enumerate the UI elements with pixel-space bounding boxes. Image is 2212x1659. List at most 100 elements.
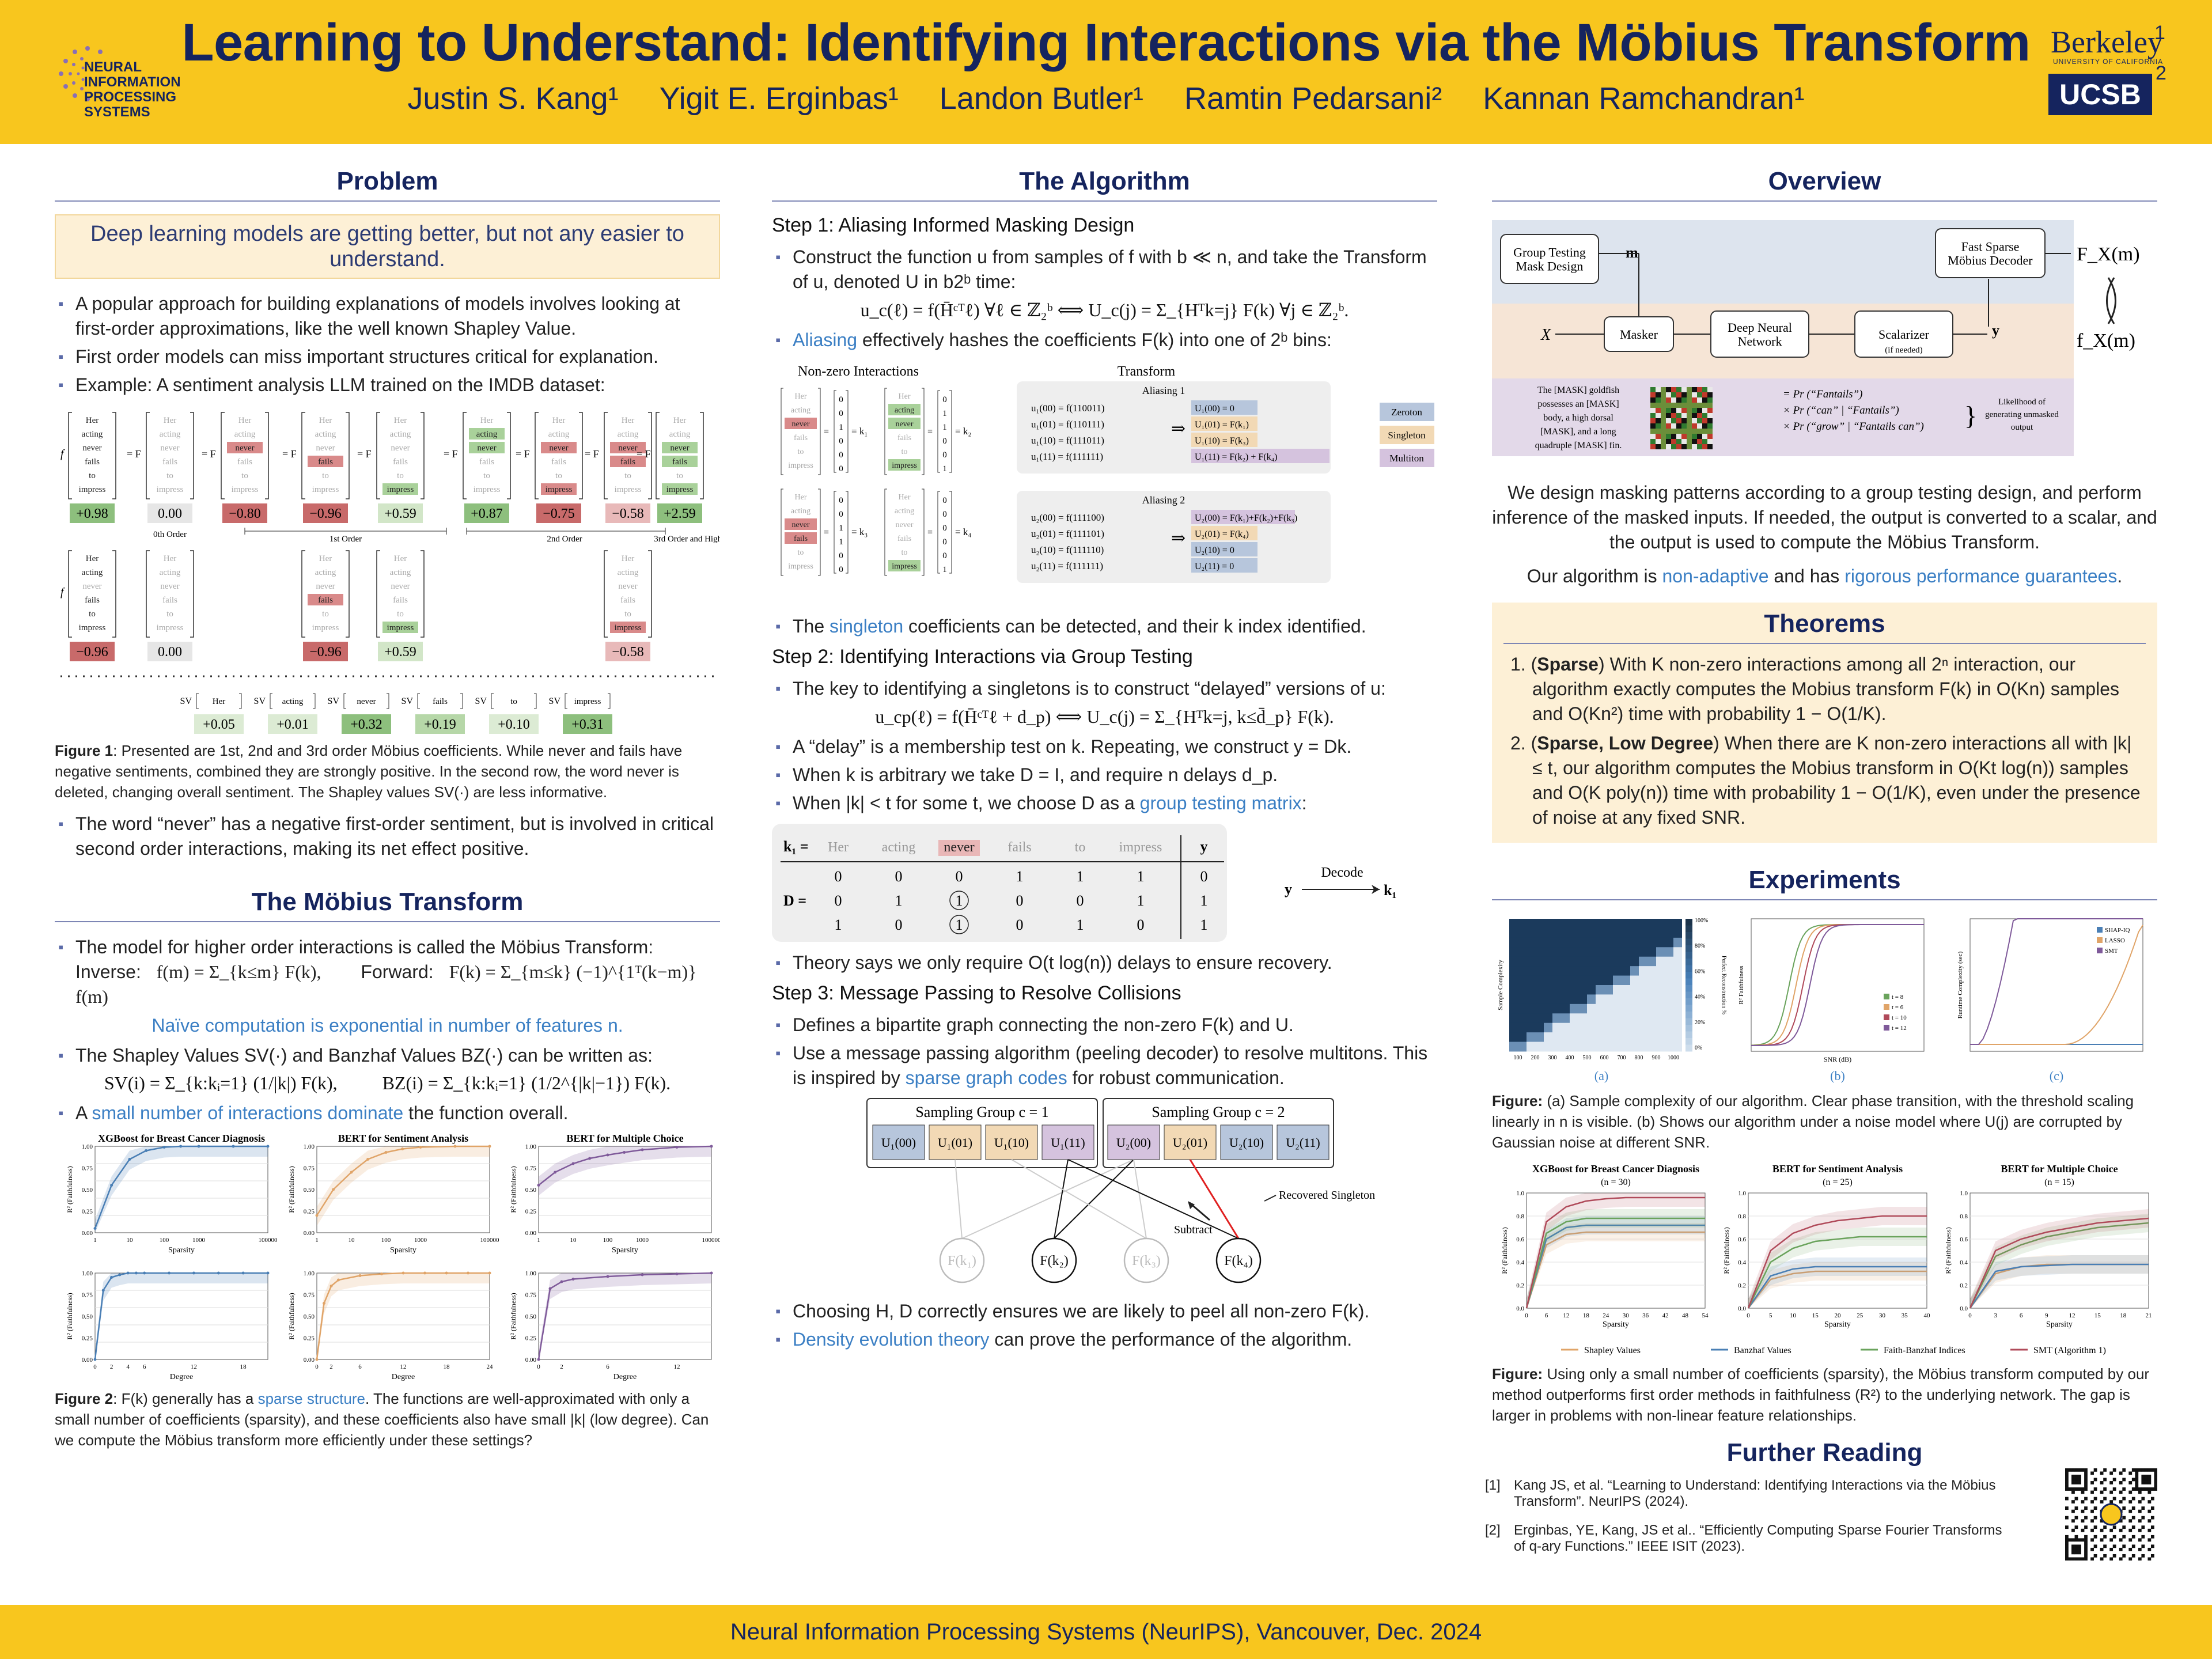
heatmap-cell xyxy=(1527,919,1535,929)
qr-module xyxy=(2084,1506,2088,1510)
subtract-label: Subtract xyxy=(1174,1224,1213,1236)
scalarizer-box-sublabel: (if needed) xyxy=(1885,346,1922,355)
heatmap-cell xyxy=(1665,994,1673,1005)
highlight-link: singleton xyxy=(830,616,904,637)
heatmap-cell xyxy=(1518,919,1527,929)
heatmap-cell xyxy=(1509,975,1518,986)
qr-module xyxy=(2090,1471,2094,1475)
chart-title: XGBoost for Breast Cancer Diagnosis xyxy=(98,1132,265,1144)
masked-image-pixel xyxy=(1692,418,1697,423)
axis-label: R² (Faithfulness) xyxy=(1501,1227,1509,1274)
inverse-label: Inverse: xyxy=(75,961,141,982)
masked-image-pixel xyxy=(1687,423,1692,429)
data-point xyxy=(145,1149,148,1152)
tick-label: 12 xyxy=(1563,1312,1569,1319)
heatmap-cell xyxy=(1561,975,1570,986)
step1-bullets-3: The singleton coefficients can be detect… xyxy=(772,614,1437,639)
U-node xyxy=(1164,1124,1217,1160)
naive-note: Naïve computation is exponential in numb… xyxy=(151,1015,623,1036)
axis-label: Degree xyxy=(613,1373,637,1381)
bin-cell xyxy=(1191,433,1257,447)
word-token: never xyxy=(549,444,568,453)
tick-label: 1 xyxy=(315,1237,319,1244)
experiments-caption-2: Figure: Using only a small number of coe… xyxy=(1492,1363,2157,1426)
heatmap-cell xyxy=(1587,975,1596,986)
problem-callout: Deep learning models are getting better,… xyxy=(55,214,720,279)
F-node xyxy=(1215,1237,1262,1283)
word-token: impress xyxy=(892,562,917,571)
heatmap-cell xyxy=(1570,985,1578,995)
coefficient-value: −0.58 xyxy=(612,645,644,660)
heatmap-cell xyxy=(1578,1013,1587,1024)
legend-label: t = 10 xyxy=(1892,1014,1907,1021)
word-token: to xyxy=(902,448,908,456)
masked-image-pixel xyxy=(1676,429,1681,434)
qr-module xyxy=(2135,1475,2139,1478)
masked-image-pixel xyxy=(1687,403,1692,408)
masked-image-pixel xyxy=(1661,413,1666,418)
heatmap-cell xyxy=(1527,1022,1535,1033)
tick-label: 0.75 xyxy=(304,1292,315,1299)
heatmap-cell xyxy=(1561,994,1570,1005)
U-node xyxy=(1277,1124,1330,1160)
word-token: to xyxy=(322,471,329,480)
qr-code-icon[interactable] xyxy=(2065,1468,2157,1560)
experiments-faithfulness-charts: XGBoost for Breast Cancer Diagnosis(n = … xyxy=(1501,1163,2152,1355)
qr-module xyxy=(2138,1547,2142,1551)
heatmap-cell xyxy=(1613,1032,1622,1043)
binary-digit: 0 xyxy=(942,524,947,533)
heatmap-cell xyxy=(1509,985,1518,995)
word-token: acting xyxy=(82,430,103,439)
coefficient-value: −0.96 xyxy=(309,506,342,521)
binary-digit: 1 xyxy=(839,537,843,547)
heatmap-cell xyxy=(1656,1032,1665,1043)
vector-bracket xyxy=(146,550,194,638)
word-highlight xyxy=(888,459,921,471)
masked-image-pixel xyxy=(1702,413,1707,418)
data-point xyxy=(134,1271,138,1275)
masked-image-pixel xyxy=(1650,397,1656,403)
binary-digit: 1 xyxy=(942,565,947,574)
heatmap-cell xyxy=(1552,985,1561,995)
coefficient-value: −0.96 xyxy=(76,645,108,660)
references: [1] Kang JS, et al. “Learning to Understa… xyxy=(1485,1468,2157,1575)
bullet: A “delay” is a membership test on k. Rep… xyxy=(772,734,1437,759)
ref-text[interactable]: Kang JS, et al. “Learning to Understand:… xyxy=(1514,1478,1996,1509)
ref-text[interactable]: Erginbas, YE, Kang, JS et al.. “Efficien… xyxy=(1514,1522,2002,1554)
step3-bullets: Defines a bipartite graph connecting the… xyxy=(772,1013,1437,1090)
ref-index: [2] xyxy=(1485,1522,1501,1538)
heatmap-cell xyxy=(1535,928,1544,938)
heatmap-cell xyxy=(1604,1022,1613,1033)
masked-image-pixel xyxy=(1687,429,1692,434)
heatmap-cell xyxy=(1518,966,1527,976)
tick-label: 4 xyxy=(126,1363,130,1370)
data-point xyxy=(571,1278,575,1281)
plot-frame xyxy=(94,1146,268,1233)
heatmap-cell xyxy=(1604,1032,1613,1043)
masked-image-pixel xyxy=(1697,418,1702,423)
data-point xyxy=(606,1153,609,1157)
word-token: acting xyxy=(160,568,181,577)
qr-module xyxy=(2084,1475,2088,1478)
qr-module xyxy=(2071,1528,2075,1532)
masked-image-pixel xyxy=(1692,403,1697,408)
word-token: Her xyxy=(795,392,807,401)
qr-module xyxy=(2128,1557,2133,1560)
tick-label: 1 xyxy=(93,1237,97,1244)
tick-label: 1.00 xyxy=(525,1143,537,1150)
plot-frame xyxy=(1526,1192,1706,1309)
bullet-text: A xyxy=(75,1103,92,1123)
sv-value-cell xyxy=(194,714,244,734)
legend-label: Zeroton xyxy=(1391,407,1422,418)
tick-label: 25 xyxy=(1857,1312,1863,1319)
band-purple xyxy=(1492,378,2074,456)
tick-label: 0.4 xyxy=(1516,1259,1524,1266)
qr-module xyxy=(2147,1528,2152,1532)
qr-module xyxy=(2154,1478,2157,1482)
qr-module xyxy=(2068,1487,2072,1491)
legend-swatch xyxy=(1884,1014,1889,1020)
tick-label: 10 xyxy=(1790,1312,1797,1319)
heatmap-cell xyxy=(1656,1013,1665,1024)
word-token: impress xyxy=(387,623,414,632)
heatmap-cell xyxy=(1509,1013,1518,1024)
